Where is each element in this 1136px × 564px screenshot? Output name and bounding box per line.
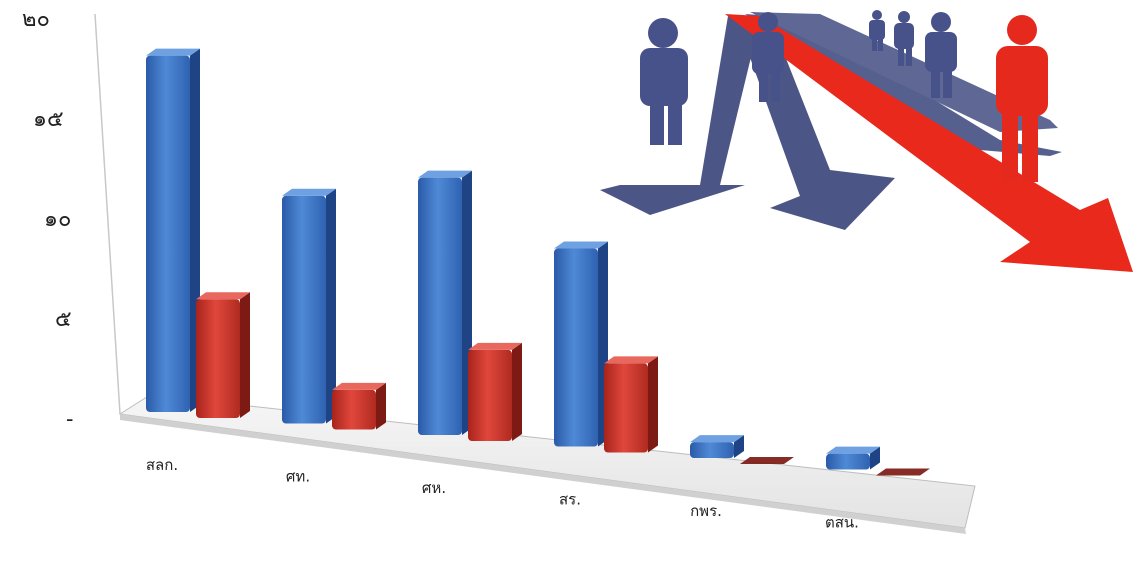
y-axis-wall-line [94,13,121,415]
bar-front [826,453,870,470]
bar-blue-1 [282,188,336,424]
bar-top [418,170,472,178]
bar-slab [740,457,794,464]
bar-front [418,177,462,435]
bar-top [146,48,200,56]
x-category-label: สลก. [146,456,178,474]
bar-top [196,292,250,300]
y-tick-label: ๒๐ [22,7,50,32]
x-category-label: สร. [559,491,581,509]
bar-side [240,292,250,418]
bar-side [512,342,522,441]
bar-red-2 [468,342,522,441]
bars-group [146,48,930,476]
bar-red-0 [196,292,250,418]
bar-front [604,363,648,453]
bar-red-1 [332,382,386,430]
bar-red-3 [604,356,658,453]
x-category-label: กพร. [690,502,722,520]
y-tick-label: ๕ [55,307,72,332]
x-category-label: ศห. [422,479,446,497]
bar-top [690,435,744,443]
bar-top [282,188,336,196]
bar-side [870,446,880,470]
y-tick-label: ๑๐ [44,207,71,232]
bar-front [282,195,326,424]
bar-top [604,356,658,364]
bar-blue-2 [418,170,472,435]
bar-top [826,446,880,454]
bar-side [326,188,336,424]
bar-side [648,356,658,453]
bar-red-4 [740,457,794,464]
bar-red-5 [876,468,930,476]
bar-blue-5 [826,446,880,470]
bar-front [196,299,240,418]
bar-side [734,435,744,458]
bar-front [468,349,512,441]
bar-slab [876,468,930,476]
people-arrows-illustration [600,10,1133,272]
bar-front [146,55,190,412]
bar-blue-4 [690,435,744,458]
bar-front [554,248,598,447]
bar-front [332,389,376,430]
bar-top [468,342,522,350]
x-category-label: ศท. [286,468,310,486]
bar-front [690,442,734,458]
bar-top [332,382,386,390]
y-tick-label: ๑๕ [33,107,64,132]
category-labels: สลก. ศท. ศห. สร. กพร. ตสน. [146,456,859,532]
bar-top [554,241,608,249]
y-tick-label: - [66,407,73,432]
x-category-label: ตสน. [825,514,859,532]
bar-blue-0 [146,48,200,412]
bar-side [376,382,386,430]
y-axis-ticks: - ๕ ๑๐ ๑๕ ๒๐ [22,7,73,432]
bar-blue-3 [554,241,608,447]
